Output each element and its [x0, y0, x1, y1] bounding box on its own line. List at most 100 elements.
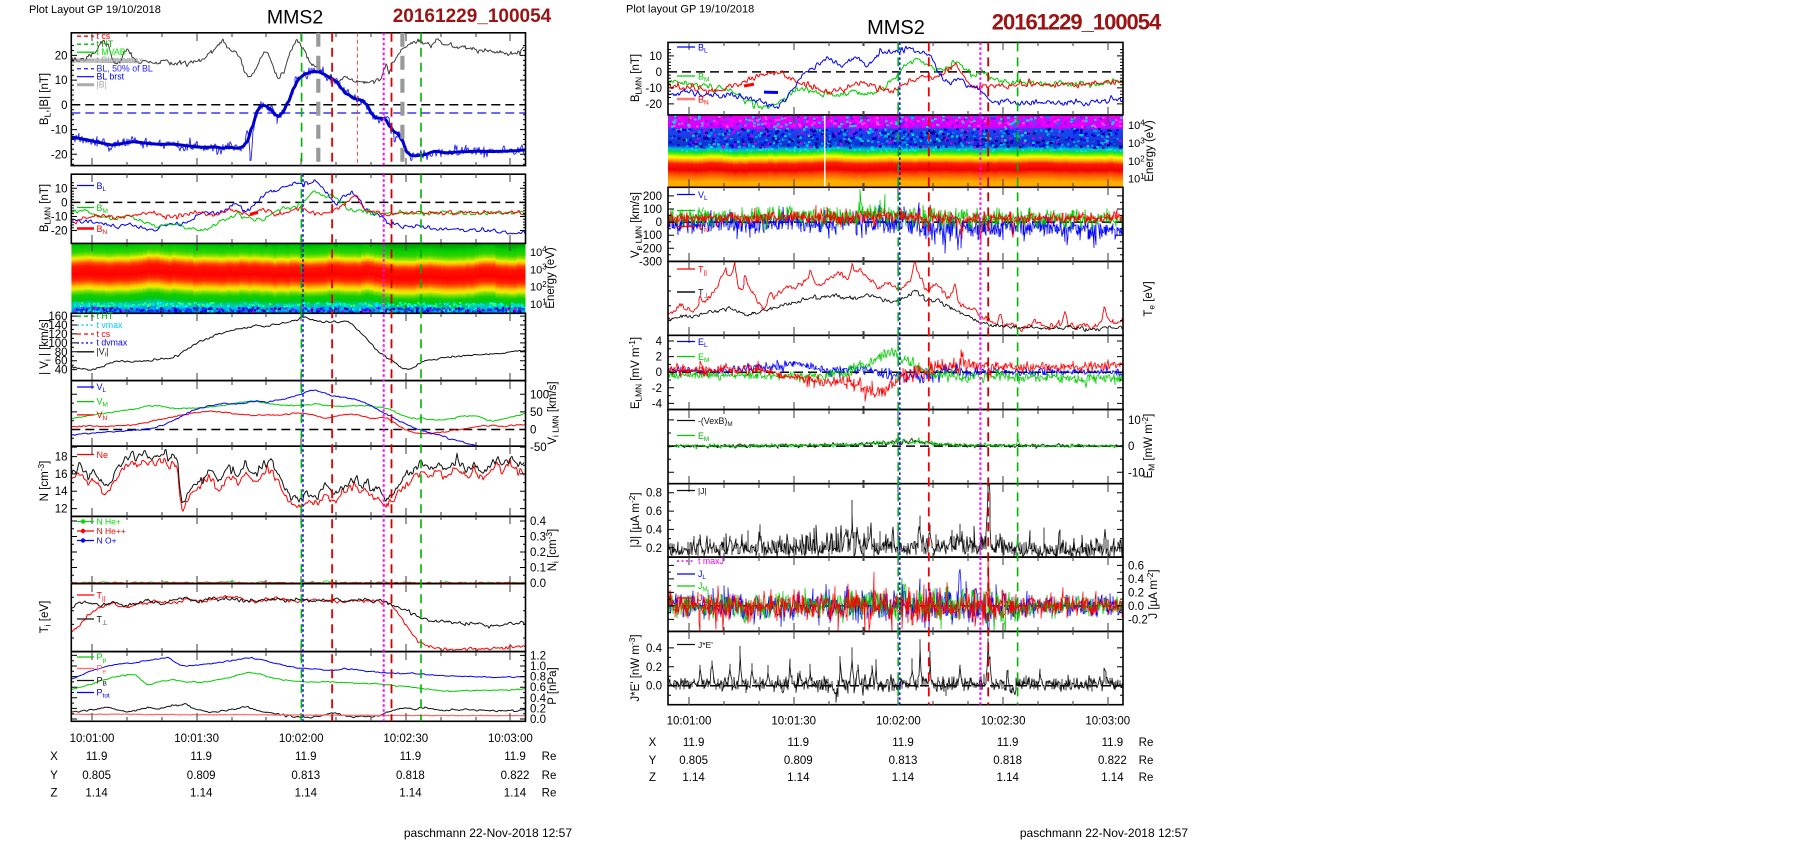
svg-text:1.14: 1.14: [85, 787, 108, 799]
svg-text:0.0: 0.0: [530, 714, 546, 726]
svg-text:Re: Re: [542, 770, 557, 782]
svg-text:0: 0: [61, 100, 67, 112]
svg-text:0: 0: [656, 367, 662, 379]
svg-text:N He++: N He++: [97, 526, 126, 536]
svg-text:4: 4: [656, 336, 663, 348]
svg-text:40: 40: [55, 365, 68, 377]
svg-text:0.6: 0.6: [646, 506, 662, 518]
svg-text:-10: -10: [1128, 467, 1145, 479]
svg-text:0.4: 0.4: [1128, 574, 1145, 586]
svg-text:0.0: 0.0: [1128, 601, 1144, 613]
svg-text:-2: -2: [652, 383, 662, 395]
svg-text:N He+: N He+: [97, 517, 121, 527]
svg-text:BL: BL: [698, 43, 708, 55]
svg-text:0.822: 0.822: [1098, 755, 1127, 767]
svg-text:10: 10: [55, 75, 68, 87]
svg-text:100: 100: [48, 338, 67, 350]
svg-text:0.1: 0.1: [530, 563, 546, 575]
svg-text:J [µA m-2]: J [µA m-2]: [1145, 569, 1160, 618]
svg-text:VL: VL: [698, 190, 708, 202]
svg-text:10:03:00: 10:03:00: [488, 733, 533, 745]
svg-text:MMS2: MMS2: [267, 7, 323, 29]
svg-text:Y: Y: [649, 755, 657, 767]
svg-text:0: 0: [656, 217, 662, 229]
svg-text:1.14: 1.14: [1101, 772, 1124, 784]
svg-text:0.809: 0.809: [187, 770, 216, 782]
svg-text:10: 10: [55, 183, 68, 195]
svg-text:Ni [cm-3]: Ni [cm-3]: [544, 529, 560, 571]
svg-text:-20: -20: [51, 226, 68, 238]
svg-text:0: 0: [1128, 441, 1134, 453]
svg-text:0.2: 0.2: [646, 662, 662, 674]
svg-text:10:01:30: 10:01:30: [771, 715, 816, 727]
svg-text:EN: EN: [698, 366, 709, 378]
svg-text:Plot Layout GP 19/10/2018: Plot Layout GP 19/10/2018: [29, 4, 161, 16]
svg-text:0.6: 0.6: [1128, 560, 1144, 572]
svg-text:JM: JM: [698, 581, 708, 593]
svg-text:0: 0: [530, 425, 536, 437]
svg-text:11.9: 11.9: [400, 751, 422, 763]
svg-text:Te [eV]: Te [eV]: [1143, 281, 1157, 316]
svg-text:20: 20: [55, 50, 68, 62]
svg-text:JL: JL: [698, 569, 706, 581]
svg-text:|J|: |J|: [698, 486, 707, 496]
svg-text:103: 103: [530, 263, 547, 277]
svg-text:X: X: [50, 751, 58, 763]
svg-text:0.813: 0.813: [291, 770, 320, 782]
svg-text:EL: EL: [698, 337, 708, 349]
svg-text:101: 101: [1128, 172, 1145, 186]
svg-text:0.4: 0.4: [530, 516, 547, 528]
svg-text:10:01:30: 10:01:30: [174, 733, 219, 745]
svg-text:PB: PB: [97, 676, 107, 688]
svg-text:EM [mW m-2]: EM [mW m-2]: [1140, 414, 1156, 479]
svg-text:200: 200: [643, 191, 662, 203]
svg-text:103: 103: [1128, 136, 1145, 150]
svg-text:JN: JN: [698, 593, 707, 605]
svg-text:100: 100: [643, 204, 662, 216]
svg-text:1.14: 1.14: [504, 787, 527, 799]
svg-text:0.4: 0.4: [646, 524, 663, 536]
svg-text:0.2: 0.2: [646, 543, 662, 555]
svg-text:N O+: N O+: [97, 536, 117, 546]
svg-text:|B|: |B|: [97, 80, 107, 90]
svg-text:-200: -200: [639, 243, 662, 255]
svg-text:11.9: 11.9: [997, 737, 1019, 749]
svg-text:10:02:30: 10:02:30: [981, 715, 1026, 727]
svg-text:Z: Z: [50, 787, 57, 799]
svg-text:Ti [eV]: Ti [eV]: [39, 601, 53, 634]
svg-text:11.9: 11.9: [683, 737, 705, 749]
svg-text:11.9: 11.9: [86, 751, 108, 763]
svg-text:|Vi|: |Vi|: [97, 347, 109, 359]
svg-text:t vmax: t vmax: [97, 320, 124, 330]
svg-text:-10: -10: [51, 125, 68, 137]
svg-text:Ve LMN [km/s]: Ve LMN [km/s]: [630, 192, 644, 258]
svg-text:BM: BM: [698, 72, 709, 84]
svg-text:-10: -10: [645, 83, 662, 95]
svg-text:VM: VM: [698, 206, 709, 218]
svg-text:102: 102: [1128, 154, 1145, 168]
svg-text:EM: EM: [698, 352, 709, 364]
svg-text:140: 140: [48, 320, 67, 332]
svg-text:-20: -20: [51, 149, 68, 161]
svg-text:Energy (eV): Energy (eV): [1144, 120, 1156, 182]
svg-text:BN: BN: [698, 95, 709, 107]
svg-text:T⊥: T⊥: [97, 615, 109, 627]
svg-text:11.9: 11.9: [1102, 737, 1124, 749]
svg-text:t maxJ: t maxJ: [698, 556, 724, 566]
svg-text:T⊥: T⊥: [698, 288, 710, 300]
svg-text:20161229_100054: 20161229_100054: [992, 10, 1162, 35]
svg-text:10:02:00: 10:02:00: [279, 733, 324, 745]
svg-text:104: 104: [530, 245, 547, 259]
svg-text:Re: Re: [542, 751, 557, 763]
svg-text:10:02:00: 10:02:00: [876, 715, 921, 727]
svg-text:0.3: 0.3: [530, 532, 546, 544]
svg-text:0.822: 0.822: [501, 770, 530, 782]
svg-text:104: 104: [1128, 119, 1145, 133]
svg-text:J*E': J*E': [698, 640, 713, 650]
svg-text:0.8: 0.8: [530, 672, 546, 684]
svg-text:EM: EM: [698, 431, 709, 443]
svg-text:80: 80: [55, 347, 68, 359]
svg-text:BL, 50% of BL: BL, 50% of BL: [97, 64, 153, 74]
svg-text:ELMN [mV m-1]: ELMN [mV m-1]: [627, 337, 643, 409]
svg-text:1.14: 1.14: [997, 772, 1020, 784]
